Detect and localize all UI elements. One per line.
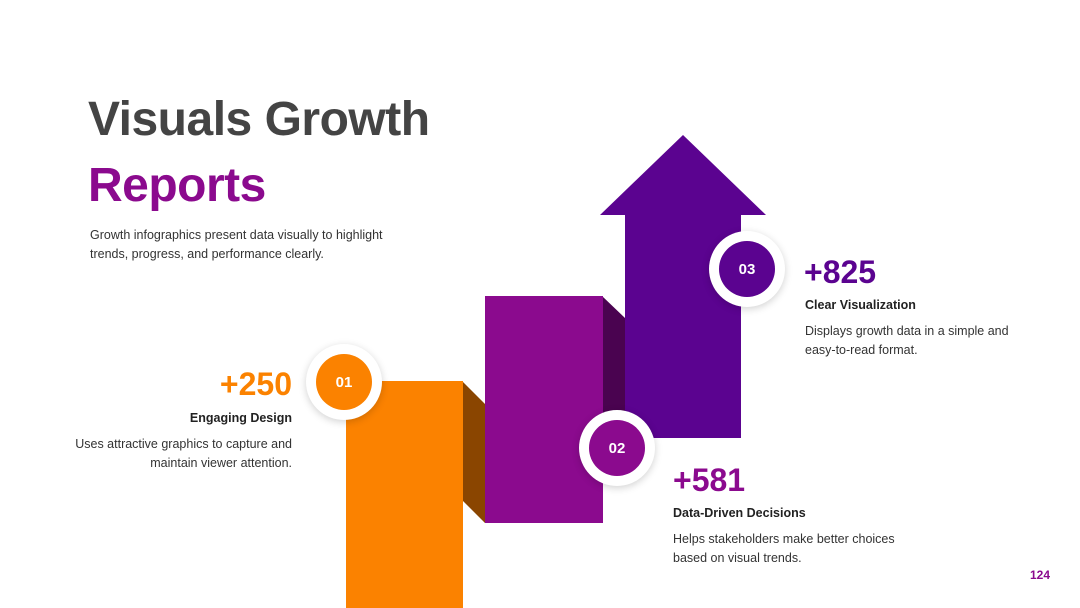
badge-01: 01 xyxy=(306,344,382,420)
stat-value-03: +825 xyxy=(804,254,877,290)
badge-02: 02 xyxy=(579,410,655,486)
purple-arrow-head xyxy=(600,135,766,215)
stat-label-03: Clear Visualization xyxy=(805,298,916,312)
badge-01-number: 01 xyxy=(316,354,372,410)
stat-label-02: Data-Driven Decisions xyxy=(673,506,806,520)
badge-03: 03 xyxy=(709,231,785,307)
stat-desc-02: Helps stakeholders make better choices b… xyxy=(673,532,895,565)
stat-desc-03: Displays growth data in a simple and eas… xyxy=(805,324,1009,357)
badge-02-number: 02 xyxy=(589,420,645,476)
stat-desc-01: Uses attractive graphics to capture and … xyxy=(75,437,292,470)
stat-value-01: +250 xyxy=(219,366,292,402)
orange-block xyxy=(346,381,463,608)
stat-value-02: +581 xyxy=(673,462,746,498)
title-line-1: Visuals Growth xyxy=(88,93,430,146)
orange-fold-shadow xyxy=(462,381,485,523)
magenta-block xyxy=(485,296,603,523)
stat-label-01: Engaging Design xyxy=(189,411,292,425)
page-number: 124 xyxy=(1029,568,1050,582)
badge-03-number: 03 xyxy=(719,241,775,297)
subtitle: Growth infographics present data visuall… xyxy=(90,228,383,261)
title-line-2: Reports xyxy=(88,159,266,212)
magenta-fold-shadow xyxy=(602,296,625,438)
